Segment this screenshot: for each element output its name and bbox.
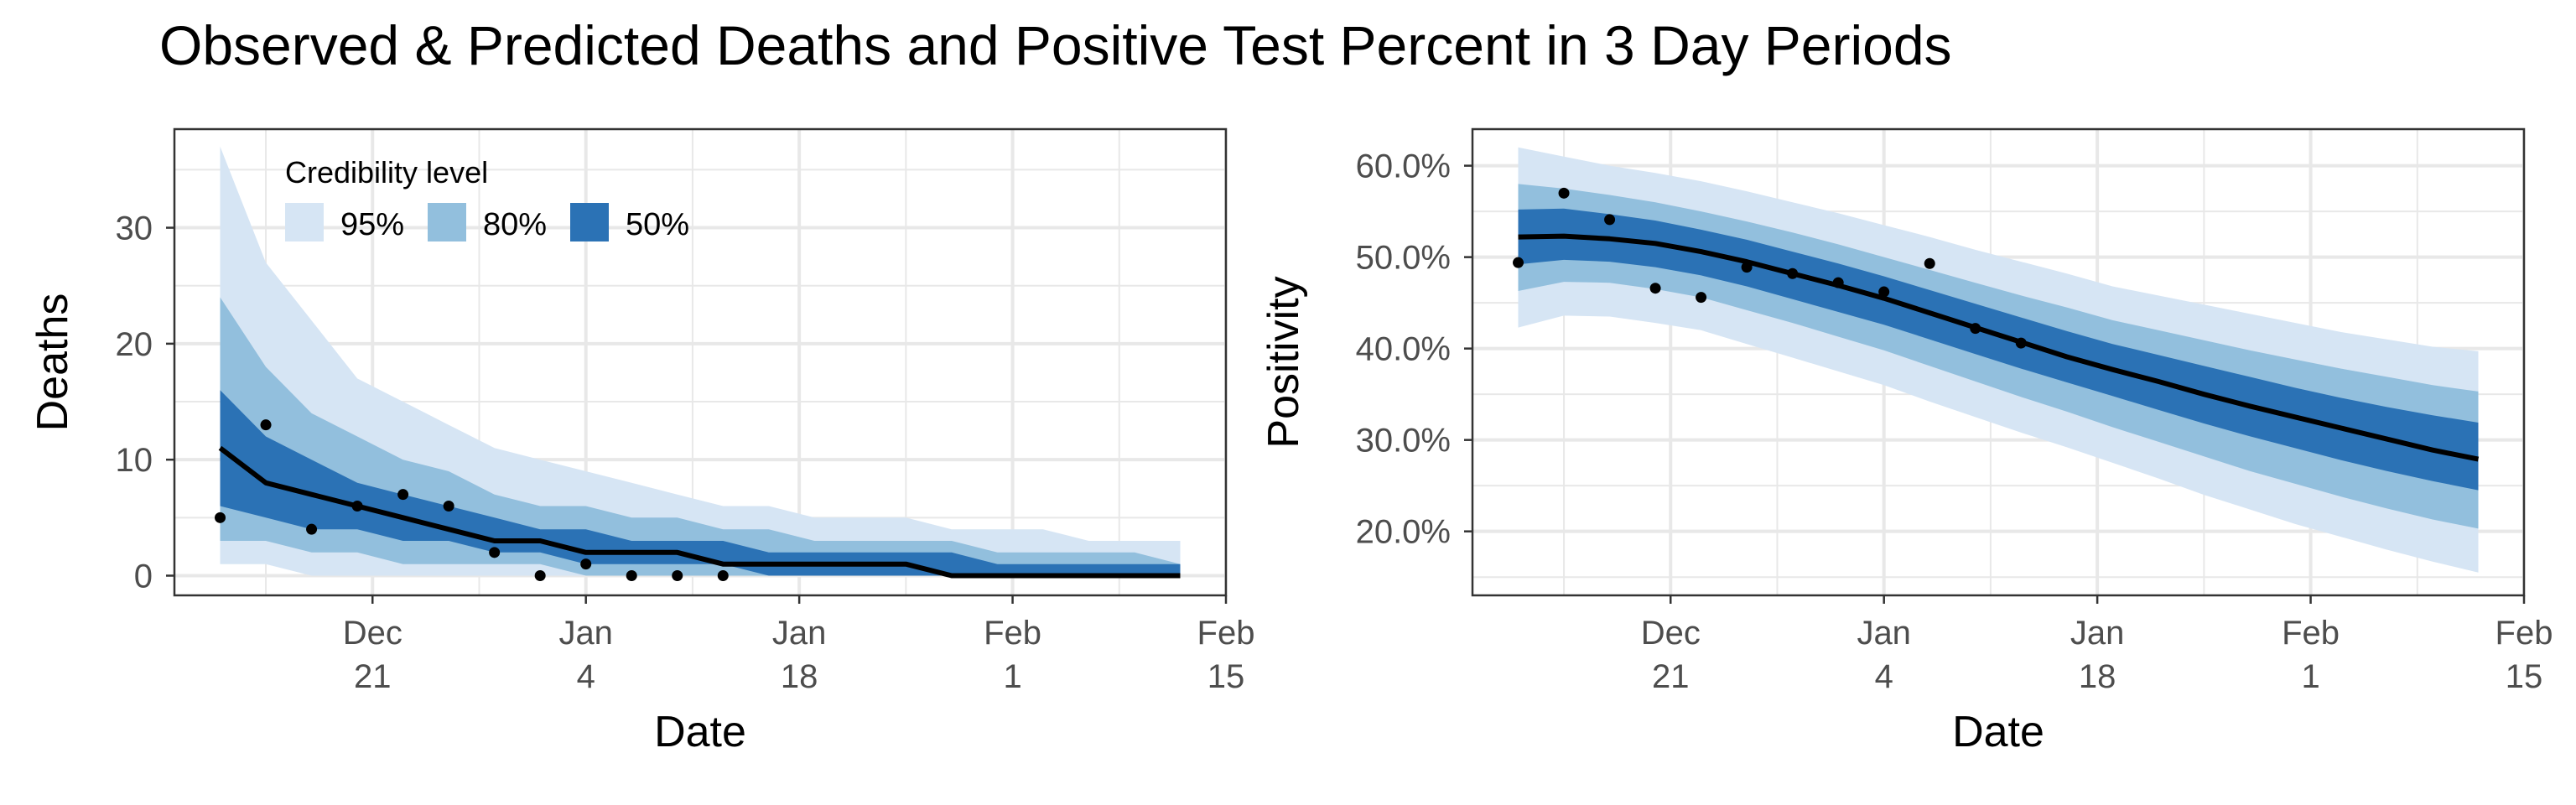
panel-deaths: 0 10 20 30 Dec 21 Jan 4 Jan 18 Feb 1 Feb 15 Date Deaths… [29, 127, 1255, 756]
observed-point [2015, 337, 2027, 349]
x-tick-label-day: 4 [1875, 658, 1893, 695]
legend-swatch-50 [570, 203, 609, 242]
legend-swatch-80 [428, 203, 466, 242]
observed-point [1832, 277, 1844, 288]
observed-point [1696, 292, 1707, 304]
band-50 [220, 390, 1181, 576]
x-tick-label-month: Feb [2496, 615, 2553, 652]
x-tick-label-month: Jan [2070, 615, 2125, 652]
observed-point [1741, 262, 1753, 273]
observed-point [489, 547, 501, 558]
x-tick-label-month: Dec [1641, 615, 1701, 652]
legend-label: 95% [340, 207, 404, 242]
band-50 [1518, 208, 2479, 491]
x-tick-label-month: Jan [558, 615, 613, 652]
x-tick-label-month: Jan [772, 615, 827, 652]
observed-point [397, 489, 409, 501]
observed-point [717, 569, 729, 581]
y-tick-label: 10 [116, 442, 153, 479]
y-tick-label: 50.0% [1356, 240, 1451, 277]
legend-title: Credibility level [285, 155, 488, 190]
x-tick-label-day: 18 [2079, 658, 2116, 695]
credible-bands [220, 146, 1181, 576]
panel-border [173, 127, 1228, 597]
panel-border [1471, 127, 2526, 597]
observed-point [215, 512, 226, 523]
x-tick-label-day: 15 [1208, 658, 1245, 695]
observed-point [580, 558, 592, 570]
credible-bands [1518, 147, 2479, 573]
figure-title: Observed & Predicted Deaths and Positive… [159, 14, 1952, 76]
observed-point [672, 569, 683, 581]
x-tick-label-day: 21 [1652, 658, 1690, 695]
x-axis-title: Date [1952, 708, 2044, 756]
y-tick-label: 30 [116, 210, 153, 247]
observed-point [351, 501, 363, 512]
x-tick-label-day: 18 [781, 658, 818, 695]
legend-label: 80% [483, 207, 547, 242]
y-tick-label: 0 [134, 558, 153, 595]
x-tick-label-day: 4 [577, 658, 595, 695]
x-tick-label-month: Dec [343, 615, 402, 652]
x-tick-label-day: 1 [2301, 658, 2319, 695]
x-tick-label-month: Jan [1857, 615, 1911, 652]
observed-point [626, 569, 637, 581]
panel-positivity: 20.0% 30.0% 40.0% 50.0% 60.0% Dec 21 Jan 4 Jan 18 F… [1259, 127, 2553, 756]
y-axis-title: Deaths [29, 293, 77, 432]
y-axis-title: Positivity [1259, 276, 1308, 448]
observed-point [443, 501, 454, 512]
y-tick-label: 20 [116, 326, 153, 363]
x-axis-title: Date [654, 708, 746, 756]
legend: Credibility level 95% 80% 50% [285, 155, 689, 242]
band-80 [220, 297, 1181, 576]
median-line [218, 445, 1181, 579]
observed-point [260, 419, 272, 431]
legend-label: 50% [626, 207, 689, 242]
y-tick-label: 40.0% [1356, 331, 1451, 368]
observed-point [306, 523, 318, 535]
observed-point [1513, 257, 1524, 268]
observed-point [1558, 187, 1570, 199]
observed-point [1924, 257, 1935, 269]
band-95 [220, 146, 1181, 576]
median-line [1518, 233, 2480, 462]
x-tick-label-day: 1 [1003, 658, 1021, 695]
observed-point [1787, 267, 1799, 279]
x-tick-label-day: 21 [354, 658, 392, 695]
observed-point [1878, 286, 1890, 298]
x-tick-label-month: Feb [984, 615, 1041, 652]
x-tick-label-month: Feb [2282, 615, 2340, 652]
x-tick-label-day: 15 [2506, 658, 2543, 695]
y-tick-label: 60.0% [1356, 148, 1451, 185]
y-tick-label: 30.0% [1356, 423, 1451, 460]
observed-point [1604, 214, 1616, 226]
observed-point [1970, 323, 1981, 335]
observed-point [534, 569, 546, 581]
legend-swatch-95 [285, 203, 324, 242]
y-tick-label: 20.0% [1356, 514, 1451, 551]
observed-point [1649, 283, 1661, 294]
x-tick-label-month: Feb [1197, 615, 1255, 652]
